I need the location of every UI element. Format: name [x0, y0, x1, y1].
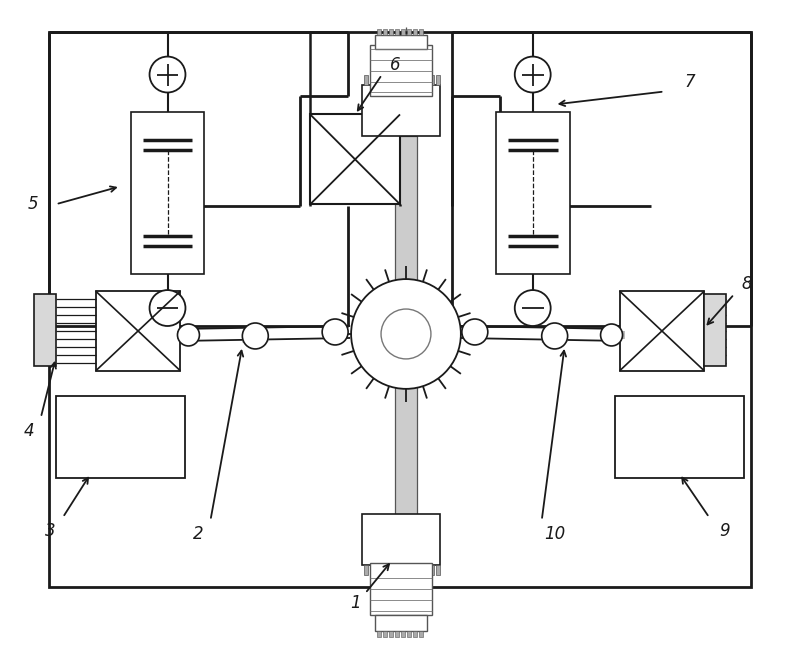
Bar	[49, 32, 751, 587]
Bar	[389, 631, 393, 638]
Bar	[419, 631, 423, 638]
Bar	[394, 565, 398, 576]
Bar	[413, 28, 417, 35]
Bar	[400, 74, 404, 85]
Bar	[362, 514, 440, 565]
Bar	[130, 112, 205, 274]
Bar	[394, 74, 398, 85]
Bar	[430, 74, 434, 85]
Circle shape	[542, 323, 568, 349]
Circle shape	[601, 324, 622, 346]
Bar	[406, 565, 410, 576]
Bar	[395, 28, 399, 35]
Text: 8: 8	[742, 275, 753, 293]
Bar	[370, 45, 432, 96]
Bar	[364, 565, 368, 576]
Circle shape	[150, 290, 186, 326]
Text: 6: 6	[390, 56, 400, 74]
Bar	[382, 74, 386, 85]
Circle shape	[514, 57, 550, 92]
Bar	[377, 28, 381, 35]
Bar	[375, 616, 427, 631]
Circle shape	[462, 319, 488, 345]
Bar	[436, 74, 440, 85]
Bar	[364, 74, 368, 85]
Bar	[418, 565, 422, 576]
Bar	[370, 74, 374, 85]
Bar	[370, 565, 374, 576]
Bar	[436, 565, 440, 576]
Bar	[413, 631, 417, 638]
Bar	[382, 565, 386, 576]
Bar	[424, 565, 428, 576]
Circle shape	[381, 309, 431, 359]
Bar	[362, 85, 440, 136]
Bar	[310, 114, 400, 204]
Circle shape	[178, 324, 199, 346]
Bar	[407, 631, 411, 638]
Bar	[407, 28, 411, 35]
Bar	[370, 563, 432, 616]
Text: 9: 9	[719, 521, 730, 539]
Bar	[377, 631, 381, 638]
Circle shape	[242, 323, 268, 349]
Text: 10: 10	[544, 525, 566, 543]
Bar	[383, 28, 387, 35]
Text: 7: 7	[684, 72, 694, 90]
Bar	[395, 136, 417, 516]
Bar	[424, 74, 428, 85]
Circle shape	[514, 290, 550, 326]
Bar	[614, 396, 744, 477]
Bar	[496, 112, 570, 274]
Bar	[389, 28, 393, 35]
Text: 5: 5	[27, 195, 38, 213]
Bar	[406, 74, 410, 85]
Bar	[401, 631, 405, 638]
Bar	[430, 565, 434, 576]
Text: 3: 3	[46, 521, 56, 539]
Bar	[395, 631, 399, 638]
Circle shape	[351, 279, 461, 389]
Bar	[375, 35, 427, 48]
Text: 2: 2	[193, 525, 204, 543]
Bar	[419, 28, 423, 35]
Bar	[96, 291, 181, 371]
Bar	[400, 565, 404, 576]
Text: 1: 1	[350, 594, 361, 612]
Bar	[418, 74, 422, 85]
Bar	[412, 74, 416, 85]
Circle shape	[150, 57, 186, 92]
Bar	[619, 291, 704, 371]
Bar	[704, 294, 726, 366]
Bar	[383, 631, 387, 638]
Bar	[56, 396, 186, 477]
Bar	[376, 74, 380, 85]
Bar	[34, 294, 56, 366]
Bar	[376, 565, 380, 576]
Circle shape	[322, 319, 348, 345]
Bar	[412, 565, 416, 576]
Bar	[388, 565, 392, 576]
Text: 4: 4	[23, 422, 34, 440]
Bar	[388, 74, 392, 85]
Bar	[401, 28, 405, 35]
